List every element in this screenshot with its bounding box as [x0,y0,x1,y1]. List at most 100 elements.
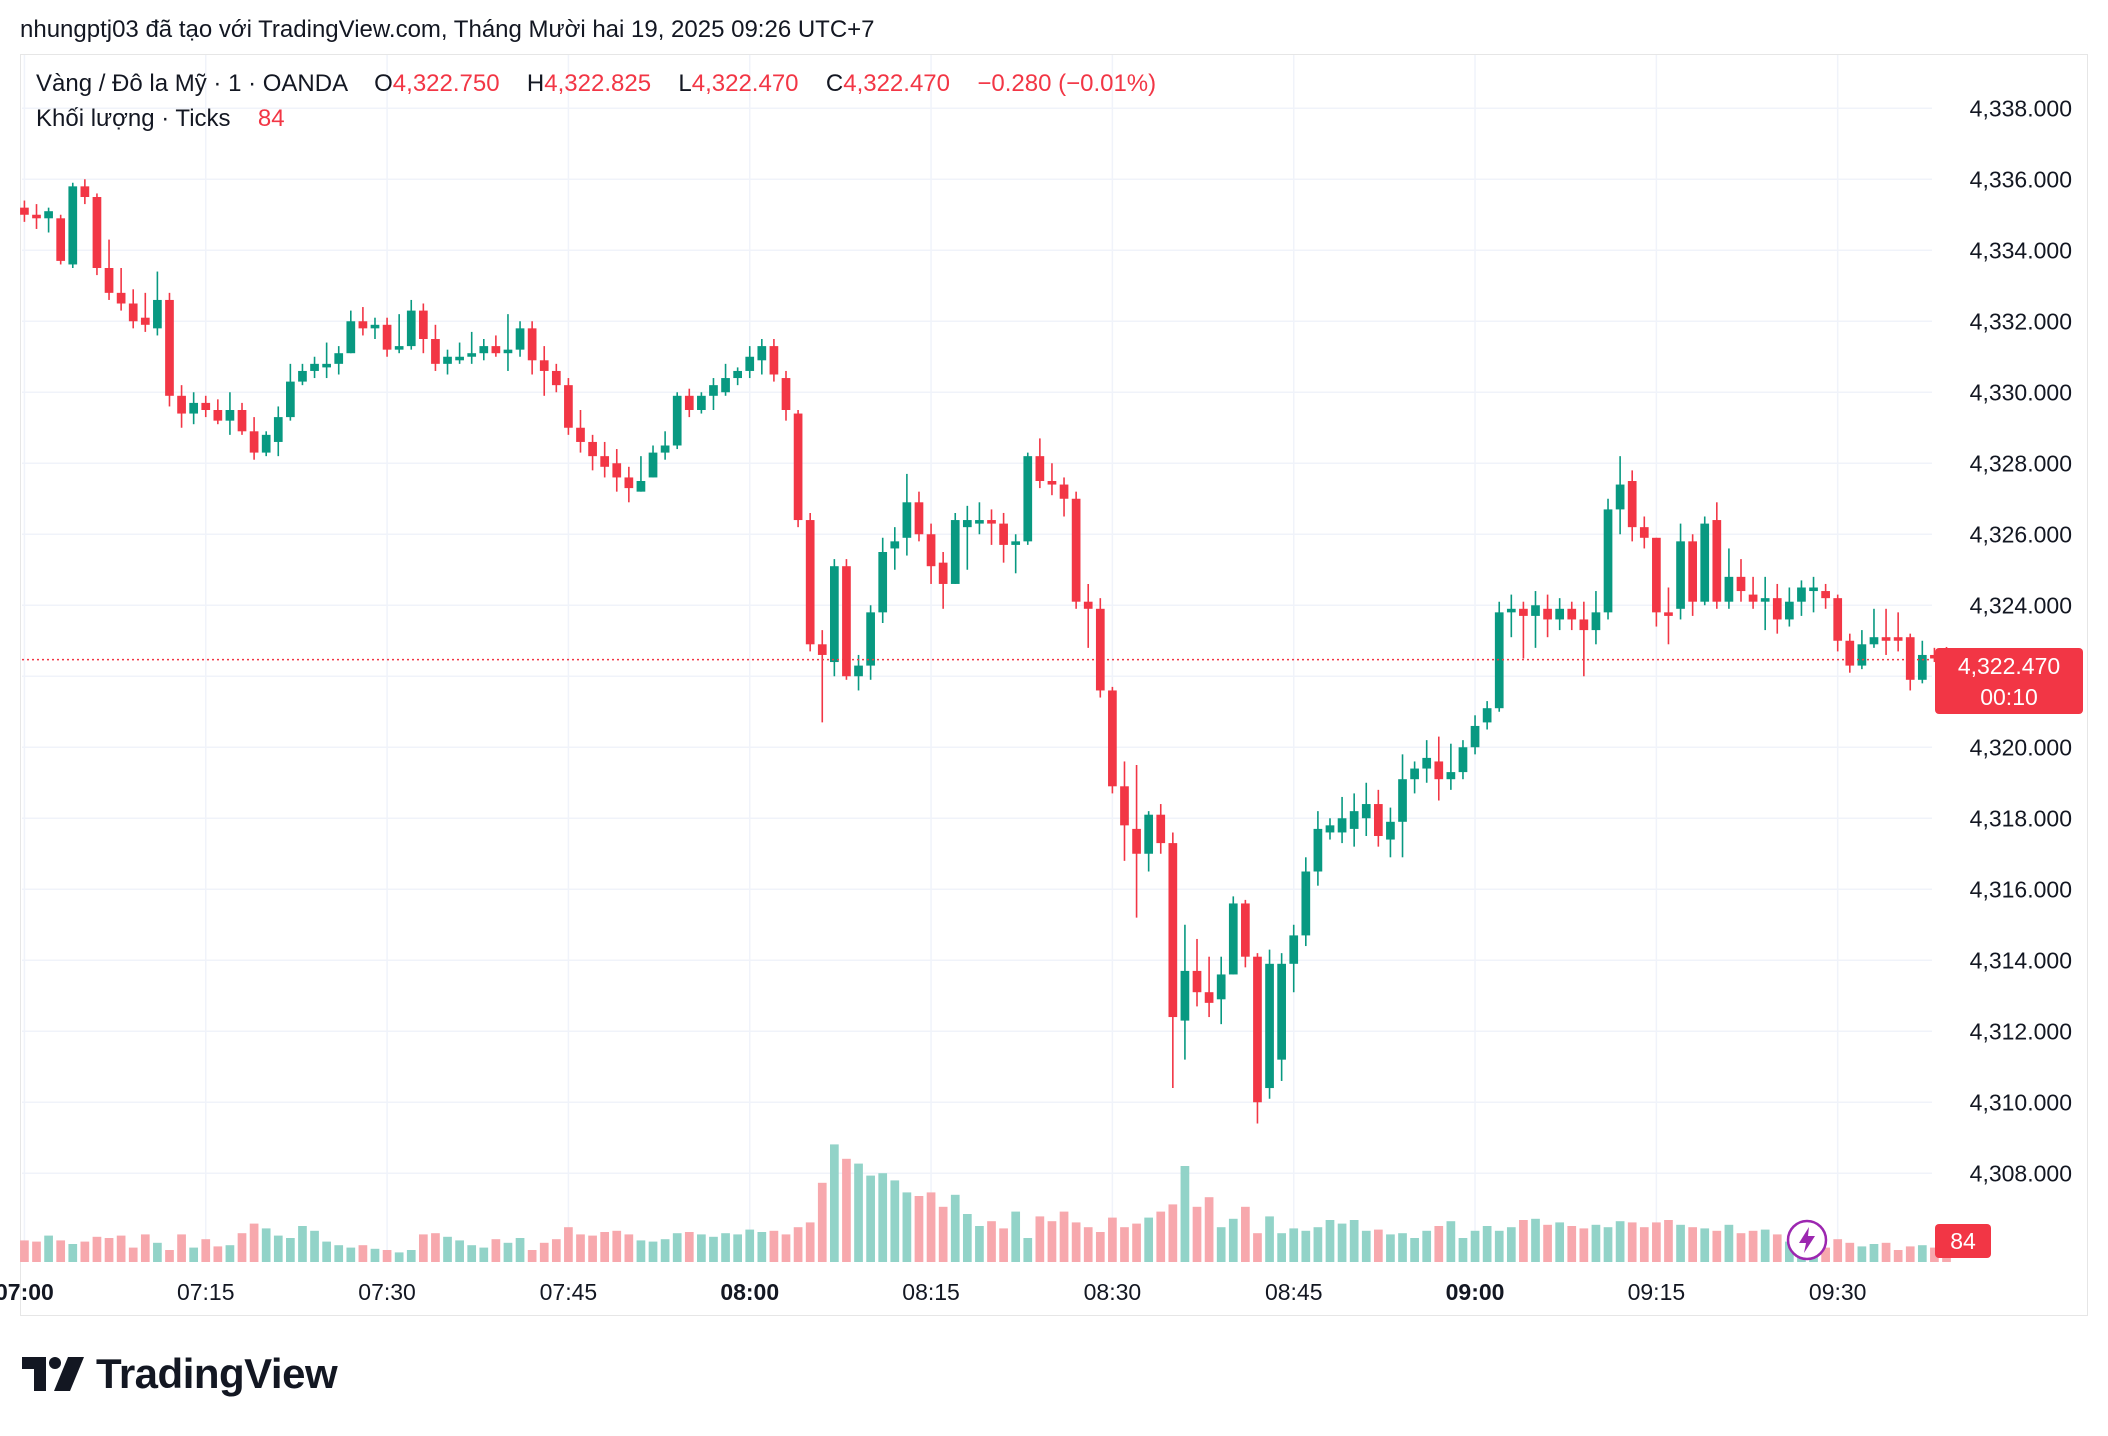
volume-bar [1652,1222,1661,1262]
candle-body [1301,871,1311,936]
volume-bar [261,1228,271,1262]
volume-bar [1785,1241,1794,1262]
volume-bar [914,1196,924,1262]
candle-body [721,378,730,393]
candle-body [1337,818,1347,833]
volume-bar [672,1233,682,1262]
candle-body [1373,804,1383,836]
candle-body [1035,456,1045,481]
candle-body [551,370,561,386]
volume-bar [1410,1238,1419,1262]
candle-body [443,356,452,364]
legend-volume-row[interactable]: Khối lượng · Ticks 84 [36,105,285,133]
volume-bar [273,1235,283,1262]
candle-body [1688,541,1697,602]
candle-body [769,346,779,375]
candle-body [310,363,319,371]
time-tick-label: 09:00 [1446,1279,1505,1305]
candle-body [781,378,791,410]
legend-symbol[interactable]: Vàng / Đô la Mỹ · 1 · OANDA [36,70,347,97]
candle-body [1192,970,1202,993]
volume-bar [1361,1230,1371,1262]
price-tick-label: 4,332.000 [1970,308,2072,334]
volume-bar [1047,1221,1057,1262]
volume-bar [1349,1220,1359,1262]
volume-bar [165,1250,174,1262]
volume-bar [805,1222,815,1262]
candle-body [418,310,428,339]
candle-body [213,410,223,421]
volume-bar [866,1175,875,1262]
candle-body [1168,843,1178,1018]
volume-bar [769,1230,779,1262]
lightning-icon[interactable] [1785,1218,1829,1262]
bar-countdown: 00:10 [1980,684,2038,710]
candle-body [1313,828,1323,872]
volume-bar [1023,1238,1033,1262]
last-price-badge: 4,322.470 00:10 [1935,648,2083,714]
candle-body [1797,587,1806,602]
time-tick-label: 07:00 [0,1279,54,1305]
candle-body [697,395,706,410]
candle-body [479,346,489,354]
legend-volume-label[interactable]: Khối lượng · Ticks [36,105,231,132]
volume-bar [1579,1228,1589,1262]
candle-body [854,665,863,677]
candle-body [830,566,839,663]
candle-body [491,346,501,354]
volume-bar [1120,1227,1129,1262]
volume-bar [382,1250,392,1262]
volume-bar [394,1252,404,1262]
volume-bar [479,1247,489,1262]
volume-bar [1192,1206,1202,1262]
price-tick-label: 4,310.000 [1970,1089,2072,1115]
volume-bar [1289,1228,1299,1262]
legend-open-label: O [374,70,393,97]
candle-body [104,268,114,293]
volume-bar [1422,1230,1432,1262]
volume-bar [1543,1224,1552,1262]
volume-bar [1639,1227,1649,1262]
candle-body [1216,974,1226,1000]
volume-bar [1676,1224,1685,1262]
volume-bar [1688,1227,1697,1262]
volume-bar [1627,1222,1637,1262]
volume-bar [624,1234,634,1262]
candle-body [515,328,525,350]
volume-bar [189,1247,199,1262]
candle-body [1615,484,1625,510]
candle-body [709,385,718,396]
candle-body [624,477,634,489]
candle-body [1809,587,1818,592]
candle-body [1482,708,1492,723]
price-tick-label: 4,330.000 [1970,379,2072,405]
candle-body [394,346,404,350]
candle-body [1555,608,1565,620]
volume-bar [1930,1247,1939,1262]
volume-bar [1144,1217,1154,1262]
volume-bar [890,1180,900,1262]
price-tick-label: 4,336.000 [1970,166,2072,192]
volume-bar [1567,1226,1577,1262]
volume-bar [999,1228,1008,1262]
legend-close-value: 4,322.470 [843,70,950,97]
volume-bar [1108,1217,1117,1262]
candle-body [249,431,259,453]
chart-frame[interactable] [20,54,2088,1316]
volume-bar [1664,1220,1673,1262]
candle-body [261,434,271,453]
legend-low-label: L [678,70,692,97]
candle-body [1144,814,1154,854]
volume-bar [1555,1222,1565,1262]
candle-body [1652,537,1661,613]
volume-bar [1760,1229,1770,1262]
tradingview-logo[interactable]: TradingView [22,1350,338,1398]
last-volume-badge: 84 [1935,1224,1991,1258]
volume-bar [1277,1233,1286,1262]
volume-bar [443,1236,452,1262]
volume-bar [298,1226,307,1262]
candle-body [189,402,199,414]
volume-bar [926,1192,936,1262]
legend-symbol-row[interactable]: Vàng / Đô la Mỹ · 1 · OANDA O4,322.750 H… [36,70,1156,98]
